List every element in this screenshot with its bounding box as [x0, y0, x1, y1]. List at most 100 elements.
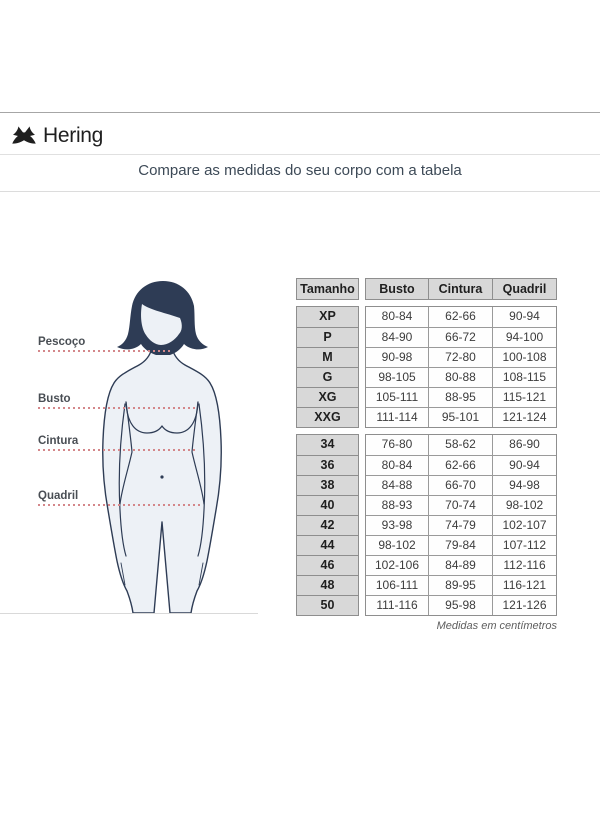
table-row: 111-114 95-101 121-124 [366, 407, 556, 427]
table-row: 90-98 72-80 100-108 [366, 347, 556, 367]
brand-header: Hering [8, 120, 103, 152]
table-row: 80-84 62-66 90-94 [366, 307, 556, 327]
measurements-grid: 80-84 62-66 90-94 84-90 66-72 94-100 90-98 72-8… [365, 306, 557, 428]
measure-cell: 116-121 [492, 576, 556, 595]
measure-cell: 108-115 [492, 368, 556, 387]
measure-cell: 80-84 [381, 309, 413, 323]
column-header-quadril: Quadril [492, 279, 556, 299]
size-column: 34 36 38 40 42 44 46 48 50 [296, 434, 359, 616]
table-row: 84-90 66-72 94-100 [366, 327, 556, 347]
size-cell: G [297, 367, 358, 387]
title-divider [0, 191, 600, 192]
measure-cell: 121-126 [492, 596, 556, 615]
measure-cell: 84-88 [381, 478, 413, 492]
guide-busto: Busto [38, 393, 197, 409]
measurement-guide-line [38, 449, 198, 451]
measure-cell: 66-72 [428, 328, 492, 347]
measure-cell: 84-90 [381, 330, 413, 344]
table-row: 98-102 79-84 107-112 [366, 535, 556, 555]
guide-label-busto: Busto [38, 393, 71, 405]
size-cell: P [297, 327, 358, 347]
measure-cell: 93-98 [381, 518, 413, 532]
guide-pescoco: Pescoço [38, 336, 170, 352]
measure-cell: 90-98 [381, 350, 413, 364]
column-header-cintura: Cintura [428, 279, 492, 299]
measurement-guide-line [38, 350, 170, 352]
measure-cell: 58-62 [428, 435, 492, 455]
table-row: 102-106 84-89 112-116 [366, 555, 556, 575]
measure-cell: 62-66 [428, 307, 492, 327]
measure-cell: 100-108 [492, 348, 556, 367]
measure-cell: 89-95 [428, 576, 492, 595]
size-cell: 44 [297, 535, 358, 555]
face [141, 304, 182, 345]
column-header-busto: Busto [366, 279, 428, 299]
navel-dot [160, 475, 164, 479]
figure-bottom-divider [0, 613, 258, 614]
measure-cell: 72-80 [428, 348, 492, 367]
size-cell: 38 [297, 475, 358, 495]
header-divider [0, 154, 600, 155]
right-torso-line [191, 401, 205, 505]
measurements-grid: 76-80 58-62 86-90 80-84 62-66 90-94 84-88 66-70… [365, 434, 557, 616]
size-cell: XG [297, 387, 358, 407]
table-row: 80-84 62-66 90-94 [366, 455, 556, 475]
measure-cell: 94-98 [492, 476, 556, 495]
measure-cell: 112-116 [492, 556, 556, 575]
column-header-tamanho: Tamanho [296, 278, 359, 300]
table-row: 76-80 58-62 86-90 [366, 435, 556, 455]
table-row: 111-116 95-98 121-126 [366, 595, 556, 615]
size-cell: M [297, 347, 358, 367]
measure-cell: 84-89 [428, 556, 492, 575]
size-cell: XP [319, 309, 336, 323]
measure-cell: 66-70 [428, 476, 492, 495]
measure-cell: 106-111 [375, 578, 419, 592]
measure-cell: 94-100 [492, 328, 556, 347]
table-row: 84-88 66-70 94-98 [366, 475, 556, 495]
measure-cell: 86-90 [492, 435, 556, 455]
measure-cell: 102-106 [374, 558, 420, 572]
measure-cell: 90-94 [492, 456, 556, 475]
measure-cell: 95-101 [428, 408, 492, 427]
measurement-guide-line [38, 504, 203, 506]
size-cell: 50 [297, 595, 358, 615]
measure-cell: 80-88 [428, 368, 492, 387]
units-footnote: Medidas em centímetros [436, 620, 557, 632]
guide-label-cintura: Cintura [38, 435, 79, 447]
measure-cell: 111-116 [376, 598, 418, 612]
measure-cell: 102-107 [492, 516, 556, 535]
size-cell: 36 [297, 455, 358, 475]
measure-cell: 121-124 [492, 408, 556, 427]
size-cell: 40 [297, 495, 358, 515]
right-hand-line [198, 562, 204, 586]
measurement-guide-line [38, 407, 197, 409]
measure-cell: 88-93 [381, 498, 413, 512]
measure-cell: 111-114 [376, 410, 418, 424]
table-row: 88-93 70-74 98-102 [366, 495, 556, 515]
size-cell: 46 [297, 555, 358, 575]
left-torso-line [119, 401, 133, 505]
measure-cell: 98-102 [378, 538, 416, 552]
measure-cell: 107-112 [492, 536, 556, 555]
size-column: XP P M G XG XXG [296, 306, 359, 428]
guide-cintura: Cintura [38, 435, 198, 451]
table-row: 106-111 89-95 116-121 [366, 575, 556, 595]
table-row: 93-98 74-79 102-107 [366, 515, 556, 535]
measure-cell: 80-84 [381, 458, 413, 472]
guide-label-quadril: Quadril [38, 490, 79, 502]
measure-cell: 90-94 [492, 307, 556, 327]
measure-cell: 98-105 [378, 370, 416, 384]
table-row: 105-111 88-95 115-121 [366, 387, 556, 407]
left-bust-curve [125, 401, 163, 434]
measure-cell: 70-74 [428, 496, 492, 515]
body-figure-illustration [102, 281, 222, 613]
size-cell: XXG [297, 407, 358, 427]
right-bust-curve [161, 401, 199, 434]
measure-cell: 95-98 [428, 596, 492, 615]
measure-cell: 105-111 [375, 390, 419, 404]
number-sizes-block: 34 36 38 40 42 44 46 48 50 76-80 58-62 86-90 80-84 62… [296, 434, 557, 616]
measure-cell: 62-66 [428, 456, 492, 475]
measure-cell: 88-95 [428, 388, 492, 407]
letter-sizes-block: XP P M G XG XXG 80-84 62-66 90-94 84-90 66-72 94-10… [296, 306, 557, 428]
